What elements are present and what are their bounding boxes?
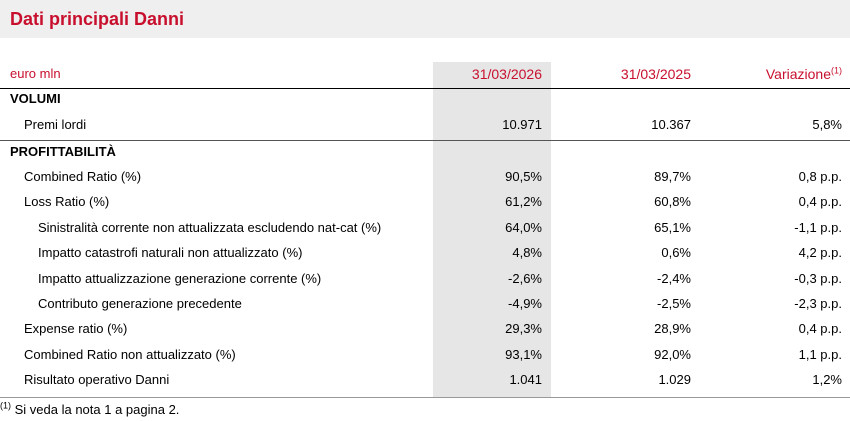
cell-value: 5,8% <box>812 117 842 132</box>
header-rule <box>0 88 850 89</box>
cell-value: 90,5% <box>505 169 542 184</box>
cell-value: 93,1% <box>505 346 542 362</box>
column-header-text: Variazione <box>765 66 831 82</box>
cell-value: 61,2% <box>505 194 542 210</box>
column-header: euro mln <box>10 66 61 81</box>
column-header: 31/03/2026 <box>402 66 542 82</box>
row-label: Premi lordi <box>24 117 87 132</box>
column-note: (1) <box>831 65 842 76</box>
highlight-column <box>433 62 551 397</box>
cell-value: -2,3 p.p. <box>794 296 842 311</box>
cell-value: 10.971 <box>502 117 542 132</box>
row-label: Impatto attualizzazione generazione corr… <box>38 270 322 286</box>
column-header: 31/03/2025 <box>551 66 691 82</box>
title-bar <box>0 0 850 38</box>
cell-value: -1,1 p.p. <box>794 219 842 235</box>
cell-value: 28,9% <box>654 321 691 337</box>
cell-value: -2,6% <box>508 270 542 286</box>
cell-value: 4,8% <box>512 245 542 261</box>
row-label: Combined Ratio non attualizzato (%) <box>24 346 236 362</box>
row-label: Combined Ratio (%) <box>24 169 142 184</box>
column-header-text: 31/03/2026 <box>471 66 542 82</box>
row-label: Loss Ratio (%) <box>24 194 110 210</box>
cell-value: 29,3% <box>505 321 542 337</box>
row-label: Expense ratio (%) <box>24 321 128 337</box>
cell-value: 0,4 p.p. <box>798 321 842 337</box>
section-title: VOLUMI <box>10 91 61 106</box>
cell-value: 65,1% <box>654 219 691 235</box>
cell-value: 64,0% <box>505 219 542 235</box>
page-title: Dati principali Danni <box>10 9 185 29</box>
cell-value: 1,1 p.p. <box>798 346 842 362</box>
cell-value: 0,4 p.p. <box>798 194 842 210</box>
footnote: (1) Si veda la nota 1 a pagina 2. <box>0 400 180 418</box>
cell-value: -4,9% <box>508 296 542 311</box>
cell-value: -0,3 p.p. <box>794 270 842 286</box>
row-label: Risultato operativo Danni <box>24 372 170 388</box>
row-label: Contributo generazione precedente <box>38 296 242 311</box>
row-label: Impatto catastrofi naturali non attualiz… <box>38 245 303 261</box>
footnote-text: Si veda la nota 1 a pagina 2. <box>14 402 180 417</box>
cell-value: 92,0% <box>654 346 691 362</box>
footnote-marker: (1) <box>0 400 11 411</box>
cell-value: 1.041 <box>509 372 542 388</box>
row-label: Sinistralità corrente non attualizzata e… <box>38 219 382 235</box>
cell-value: 89,7% <box>654 169 691 184</box>
cell-value: 4,2 p.p. <box>798 245 842 261</box>
cell-value: -2,4% <box>657 270 691 286</box>
cell-value: 0,6% <box>661 245 691 261</box>
column-header: Variazione(1) <box>702 66 842 82</box>
section-title: PROFITTABILITÀ <box>10 144 116 159</box>
cell-value: -2,5% <box>657 296 691 311</box>
cell-value: 60,8% <box>654 194 691 210</box>
section-rule <box>0 140 850 141</box>
cell-value: 10.367 <box>651 117 691 132</box>
cell-value: 1.029 <box>658 372 691 388</box>
bottom-rule <box>0 397 850 398</box>
cell-value: 1,2% <box>812 372 842 388</box>
column-header-text: 31/03/2025 <box>620 66 691 82</box>
cell-value: 0,8 p.p. <box>798 169 842 184</box>
